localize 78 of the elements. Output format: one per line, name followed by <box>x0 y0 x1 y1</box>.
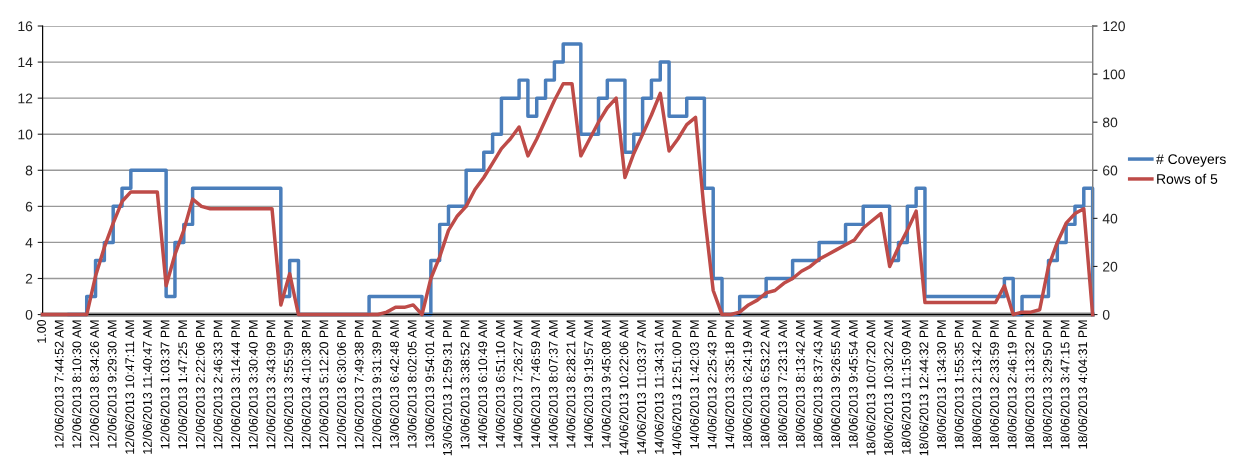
x-tick-label: 14/06/2013 7:26:27 AM <box>513 320 523 448</box>
y2-tick-label: 100 <box>1103 69 1125 80</box>
x-tick-label: 12/06/2013 8:10:30 AM <box>72 320 82 448</box>
x-tick-label: 12/06/2013 3:30:40 PM <box>248 320 258 449</box>
x-tick-label: 12/06/2013 2:22:06 PM <box>195 320 205 449</box>
x-tick-label: 14/06/2013 7:46:59 AM <box>530 320 541 448</box>
x-tick-label: 14/06/2013 6:51:10 AM <box>495 320 505 448</box>
y-tick-label: 6 <box>25 201 33 212</box>
y2-tick-label: 40 <box>1102 213 1118 224</box>
x-tick-label: 13/06/2013 9:54:01 AM <box>425 320 435 448</box>
y-tick-label: 12 <box>18 93 33 104</box>
y2-tick-label: 80 <box>1102 117 1118 128</box>
x-tick-label: 18/06/2013 3:13:32 PM <box>1025 320 1035 449</box>
x-tick-label: 13/06/2013 3:38:52 PM <box>460 320 470 449</box>
y2-tick-label: 60 <box>1103 165 1118 176</box>
x-tick-label: 13/06/2013 12:59:31 PM <box>442 320 452 456</box>
x-tick-label: 12/06/2013 3:55:59 PM <box>283 320 294 449</box>
x-tick-label: 12/06/2013 10:47:11 AM <box>125 320 135 454</box>
x-tick-label: 18/06/2013 9:45:54 AM <box>848 320 858 448</box>
x-tick-label: 18/06/2013 6:24:19 AM <box>742 320 752 448</box>
x-tick-label: 18/06/2013 2:13:42 PM <box>972 320 982 449</box>
y2-tick-label: 120 <box>1103 21 1125 32</box>
y-tick-label: 2 <box>25 273 33 284</box>
x-tick-label: 14/06/2013 12:51:00 PM <box>672 320 682 456</box>
x-tick-label: 14/06/2013 8:07:37 AM <box>548 320 558 448</box>
legend-label: # Coveyers <box>1156 154 1226 167</box>
x-tick-label: 18/06/2013 12:44:32 PM <box>919 320 929 456</box>
y-tick-label: 16 <box>18 21 33 32</box>
x-tick-label: 12/06/2013 9:29:30 AM <box>107 320 117 448</box>
x-tick-label: 12/06/2013 2:46:33 PM <box>213 320 223 449</box>
x-tick-label: 14/06/2013 2:25:43 PM <box>707 320 717 449</box>
x-tick-label: 18/06/2013 3:29:50 PM <box>1042 320 1052 449</box>
x-tick-label: 12/06/2013 1:03:37 PM <box>160 320 170 449</box>
x-tick-label: 18/06/2013 7:23:13 AM <box>777 320 788 448</box>
y-tick-label: 4 <box>25 237 33 248</box>
x-tick-label: 12/06/2013 1:47:25 PM <box>177 320 188 449</box>
y-tick-label: 10 <box>18 129 33 140</box>
x-tick-label: 12/06/2013 5:12:20 PM <box>319 320 329 449</box>
x-tick-label: 14/06/2013 10:22:06 AM <box>619 320 629 455</box>
y2-tick-label: 0 <box>1102 309 1110 320</box>
x-tick-label: 13/06/2013 6:42:48 AM <box>389 320 399 448</box>
x-tick-label: 18/06/2013 8:13:42 AM <box>795 320 805 448</box>
y2-tick-label: 20 <box>1103 261 1118 272</box>
x-tick-label: 18/06/2013 1:55:35 PM <box>954 320 964 449</box>
y-tick-label: 0 <box>25 309 33 320</box>
x-tick-label: 12/06/2013 4:10:38 PM <box>301 320 311 449</box>
x-tick-label: 18/06/2013 10:30:22 AM <box>883 320 894 455</box>
x-tick-label: 14/06/2013 9:45:08 AM <box>601 320 611 448</box>
x-tick-label: 18/06/2013 10:07:20 AM <box>866 320 876 455</box>
x-tick-label: 14/06/2013 6:10:49 AM <box>477 320 488 448</box>
y-tick-label: 8 <box>25 165 33 176</box>
x-tick-label: 18/06/2013 8:37:43 AM <box>813 320 823 448</box>
x-tick-label: 18/06/2013 6:53:22 AM <box>760 320 770 448</box>
x-tick-label: 12/06/2013 8:34:26 AM <box>89 320 99 448</box>
x-tick-label: 13/06/2013 8:02:05 AM <box>407 320 417 448</box>
x-tick-label: 14/06/2013 11:34:31 AM <box>654 320 664 454</box>
x-tick-label: 18/06/2013 2:33:59 PM <box>989 320 999 449</box>
x-tick-label: 12/06/2013 7:49:38 PM <box>354 320 364 449</box>
x-tick-label: 14/06/2013 8:28:21 AM <box>566 320 576 448</box>
x-tick-label: 12/06/2013 3:43:09 PM <box>266 320 276 449</box>
x-tick-label: 14/06/2013 1:42:03 PM <box>689 320 699 449</box>
x-tick-label: 18/06/2013 1:34:30 PM <box>936 320 946 449</box>
x-tick-label: 14/06/2013 11:03:37 AM <box>636 320 646 454</box>
x-tick-label: 1.00 <box>37 319 46 343</box>
x-tick-label: 12/06/2013 11:40:47 AM <box>142 320 152 454</box>
x-tick-label: 12/06/2013 3:14:44 PM <box>230 320 241 449</box>
y-tick-label: 14 <box>18 57 33 68</box>
x-tick-label: 12/06/2013 6:30:06 PM <box>336 320 346 449</box>
x-tick-label: 14/06/2013 3:35:18 PM <box>725 320 735 449</box>
x-tick-label: 18/06/2013 9:26:55 AM <box>830 320 841 448</box>
x-tick-label: 12/06/2013 7:44:52 AM <box>54 320 64 448</box>
x-tick-label: 14/06/2013 9:19:57 AM <box>583 320 594 448</box>
x-tick-label: 18/06/2013 11:15:09 AM <box>901 320 911 454</box>
x-tick-label: 18/06/2013 2:46:19 PM <box>1007 320 1017 449</box>
x-tick-label: 18/06/2013 4:04:31 PM <box>1077 320 1088 449</box>
x-tick-label: 18/06/2013 3:47:15 PM <box>1060 320 1070 449</box>
x-tick-label: 12/06/2013 9:31:39 PM <box>372 320 382 449</box>
legend-label: Rows of 5 <box>1157 173 1218 184</box>
